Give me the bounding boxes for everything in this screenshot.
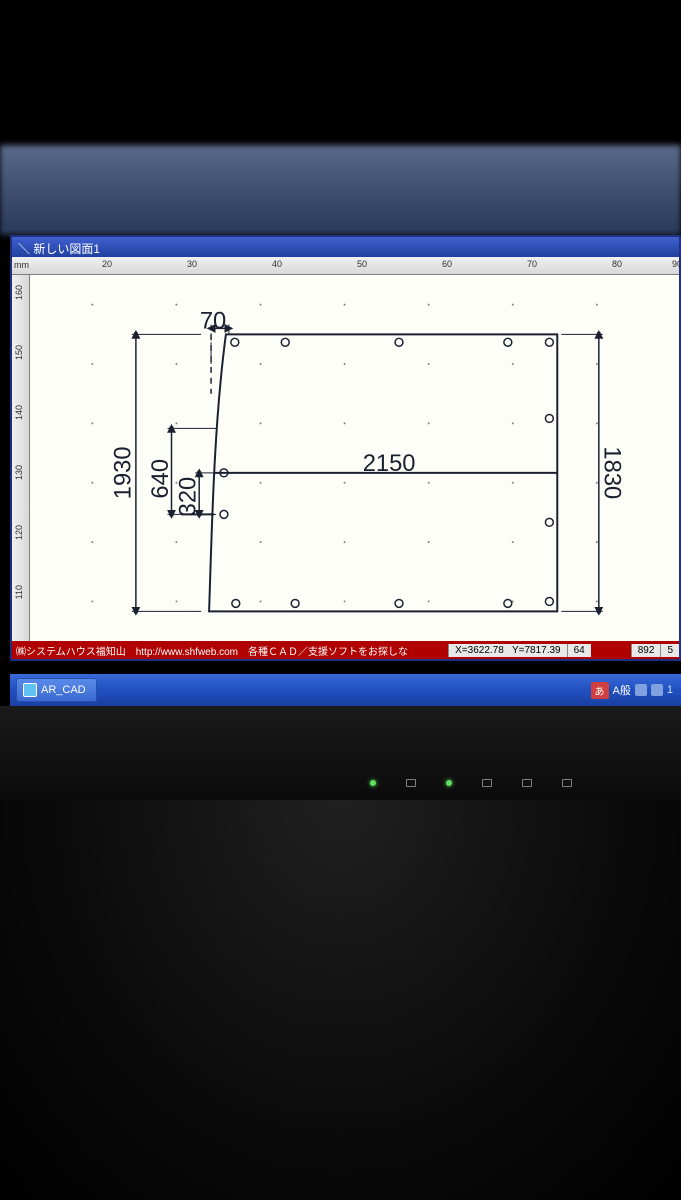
ruler-h-tick: 80 (612, 259, 622, 269)
taskbar-app-label: AR_CAD (41, 684, 86, 696)
svg-text:70: 70 (200, 309, 226, 335)
ruler-h-tick: 90 (672, 259, 681, 269)
wifi-led-icon (446, 780, 452, 786)
ruler-v-tick: 130 (14, 465, 24, 480)
window-titlebar[interactable]: ＼ 新しい図面1 (12, 237, 679, 257)
system-tray[interactable]: あ A般 1 (591, 678, 681, 702)
laptop-keyboard (0, 800, 681, 1200)
ruler-v-tick: 150 (14, 345, 24, 360)
ruler-h-tick: 50 (357, 259, 367, 269)
tray-icon[interactable] (635, 684, 647, 696)
status-coords: X=3622.78 Y=7817.39 (448, 644, 567, 657)
svg-text:1930: 1930 (110, 446, 136, 499)
power-led-icon (370, 780, 376, 786)
drawing-canvas[interactable]: 70 2150 1930 640320 1830 (30, 275, 679, 641)
status-bar: ㈱システムハウス福知山 http://www.shfweb.com 各種ＣＡＤ／… (12, 641, 679, 659)
ruler-h-tick: 40 (272, 259, 282, 269)
ruler-v-tick: 160 (14, 285, 24, 300)
tray-icon[interactable] (651, 684, 663, 696)
ime-mode-icon[interactable]: あ (591, 682, 609, 699)
ruler-v-tick: 120 (14, 525, 24, 540)
status-val-1: 64 (567, 644, 591, 657)
status-val-3: 5 (660, 644, 679, 657)
cad-drawing-svg: 70 2150 1930 640320 1830 (30, 275, 679, 641)
svg-text:1830: 1830 (598, 446, 624, 499)
status-message: ㈱システムハウス福知山 http://www.shfweb.com 各種ＣＡＤ／… (12, 643, 448, 658)
ruler-unit-label: mm (14, 260, 29, 270)
ime-status-text[interactable]: A般 (613, 682, 631, 698)
photo-frame: ＼ 新しい図面1 mm 20 30 40 50 60 70 80 90 160 … (0, 0, 681, 1200)
svg-text:640: 640 (148, 459, 174, 499)
app-icon (23, 683, 37, 697)
desktop-background-strip (0, 145, 681, 235)
taskbar-app-button[interactable]: AR_CAD (16, 678, 97, 702)
led-label-icon (482, 779, 492, 787)
ruler-v-tick: 140 (14, 405, 24, 420)
led-label-icon (406, 779, 416, 787)
ruler-vertical[interactable]: 160 150 140 130 120 110 (12, 275, 30, 645)
led-label-icon (522, 779, 532, 787)
laptop-status-leds (370, 774, 650, 792)
window-title: ＼ 新しい図面1 (18, 242, 100, 256)
ruler-h-tick: 30 (187, 259, 197, 269)
svg-text:2150: 2150 (363, 451, 416, 477)
ruler-h-tick: 70 (527, 259, 537, 269)
tray-clock-partial: 1 (667, 684, 673, 696)
svg-text:320: 320 (176, 477, 202, 517)
led-label-icon (562, 779, 572, 787)
ruler-v-tick: 110 (14, 585, 24, 599)
windows-taskbar[interactable]: AR_CAD あ A般 1 (10, 674, 681, 706)
ruler-h-tick: 60 (442, 259, 452, 269)
ruler-horizontal[interactable]: mm 20 30 40 50 60 70 80 90 (12, 257, 679, 275)
ruler-h-tick: 20 (102, 259, 112, 269)
status-val-2: 892 (631, 644, 661, 657)
cad-window: ＼ 新しい図面1 mm 20 30 40 50 60 70 80 90 160 … (10, 235, 681, 661)
